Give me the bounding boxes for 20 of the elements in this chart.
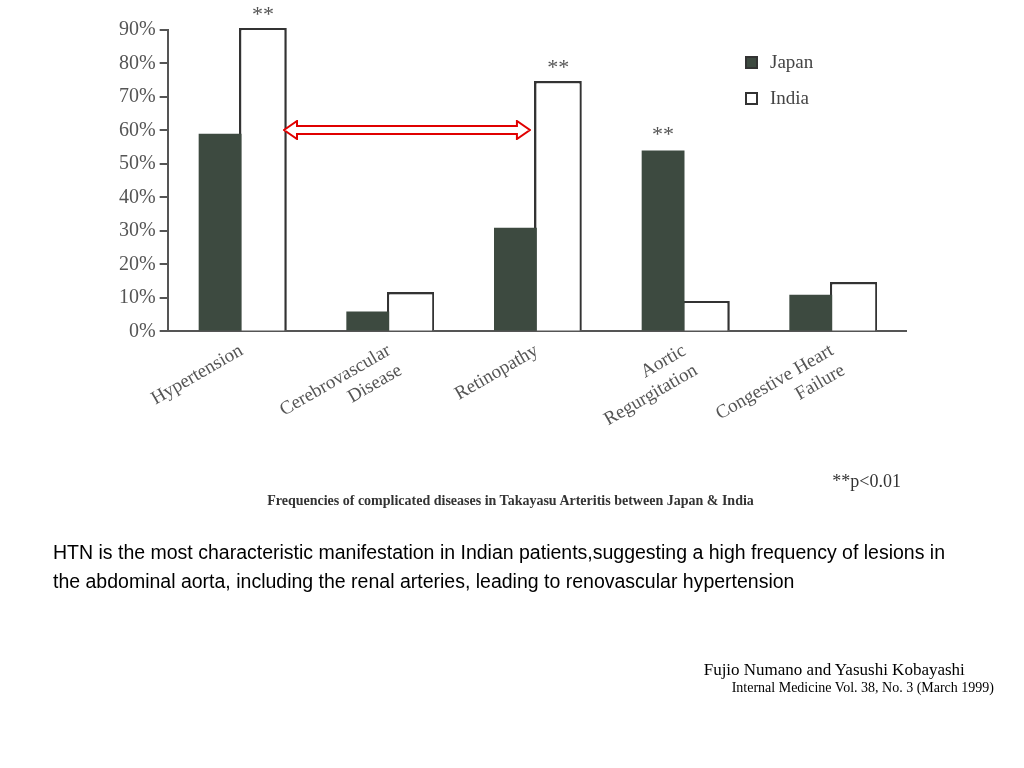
y-tick-label: 80% bbox=[118, 50, 156, 73]
y-tick-label: 70% bbox=[118, 84, 156, 107]
y-tick-label: 0% bbox=[128, 318, 156, 341]
y-tick-label: 50% bbox=[118, 151, 156, 174]
y-tick-label: 90% bbox=[118, 17, 156, 40]
annotation: ** bbox=[547, 54, 570, 80]
annotation: ** bbox=[652, 121, 675, 147]
text: Internal Medicine Vol. 38, No. 3 (March 1999) bbox=[731, 680, 994, 696]
text: **p<0.01 bbox=[832, 471, 901, 492]
text: HTN is the most characteristic manifestation in Indian patients,suggesting a high frequency of lesions in the abdominal aorta, including the renal arteries, leading to renovascular hypertension bbox=[53, 540, 947, 594]
y-tick-label: 40% bbox=[118, 184, 156, 207]
text: Frequencies of complicated diseases in Takayasu Arteritis between Japan & India bbox=[267, 493, 754, 509]
y-tick-label: 30% bbox=[118, 218, 156, 241]
text: Fujio Numano and Yasushi Kobayashi bbox=[703, 660, 966, 680]
legend-label: India bbox=[770, 87, 810, 109]
y-tick-label: 20% bbox=[118, 251, 156, 274]
y-tick-label: 10% bbox=[118, 285, 156, 308]
y-tick-label: 60% bbox=[118, 117, 156, 140]
annotation: ** bbox=[251, 0, 274, 26]
legend-label: Japan bbox=[770, 51, 814, 73]
